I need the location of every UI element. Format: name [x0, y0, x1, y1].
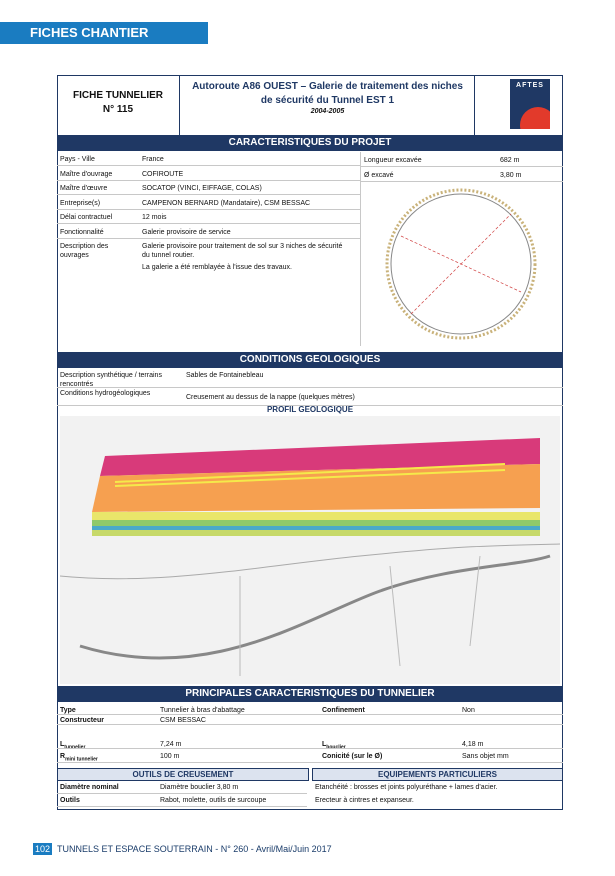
field-label: Pays - Ville: [60, 156, 95, 163]
field-value: France: [142, 156, 164, 163]
years: 2004-2005: [310, 108, 345, 115]
section-banner: FICHES CHANTIER: [0, 22, 208, 44]
row-rule: [57, 793, 307, 794]
field-value: Diamètre bouclier 3,80 m: [160, 784, 239, 791]
field-value: 4,18 m: [462, 741, 484, 748]
field-label: Conicité (sur le Ø): [322, 753, 383, 760]
sheet-type: FICHE TUNNELIER: [73, 90, 163, 101]
tunnel-line: [114, 463, 506, 483]
field-value: Rabot, molette, outils de surcoupe: [160, 797, 267, 804]
geological-profile: [60, 416, 560, 684]
tunnel-line: [114, 469, 506, 487]
sub-heading: EQUIPEMENTS PARTICULIERS: [312, 768, 563, 781]
row-rule: [361, 181, 563, 182]
row-rule: [57, 208, 360, 210]
field-value: COFIROUTE: [142, 170, 184, 178]
subscript: mini tunnelier: [65, 756, 98, 763]
field-label: Fonctionnalité: [60, 228, 104, 236]
row-rule: [57, 179, 360, 181]
section-heading: CONDITIONS GEOLOGIQUES: [57, 352, 563, 368]
logo: AFTES: [510, 79, 550, 129]
page-number: 102: [33, 843, 53, 855]
row-rule: [57, 762, 563, 763]
section-heading: CARACTERISTIQUES DU PROJET: [57, 135, 563, 151]
sheet-title: Autoroute A86 OUEST – Galerie de traitem…: [192, 81, 463, 106]
field-value: Sans objet mm: [462, 753, 509, 760]
field-label: Ltunnelier: [60, 741, 86, 751]
diameter: [400, 235, 522, 293]
field-label: Ø excavé: [364, 172, 394, 179]
logo-disc: [520, 107, 550, 129]
desc-line: Galerie provisoire pour traitement de so…: [142, 243, 343, 259]
profile-heading: PROFIL GEOLOGIQUE: [266, 405, 354, 414]
field-label: Rmini tunnelier: [60, 753, 98, 763]
contour: [60, 543, 560, 580]
layer: [92, 530, 540, 536]
field-label: Description synthétique / terrains renco…: [60, 372, 162, 388]
subscript: tunnelier: [64, 744, 86, 751]
field-value: 12 mois: [142, 214, 167, 221]
field-value: 100 m: [160, 753, 180, 760]
field-value: CAMPENON BERNARD (Mandataire), CSM BESSA…: [142, 199, 311, 207]
field-label: Outils: [60, 797, 80, 804]
field-value: SOCATOP (VINCI, EIFFAGE, COLAS): [142, 185, 262, 192]
title-cell-left: FICHE TUNNELIER N° 115: [57, 75, 180, 135]
field-label: Délai contractuel: [60, 214, 113, 221]
field-value: CSM BESSAC: [160, 717, 206, 724]
field-value: Non: [462, 707, 475, 714]
row-rule: [361, 166, 563, 167]
equipment-line: Etanchéité : brosses et joints polyuréth…: [315, 784, 498, 791]
contour: [239, 555, 481, 676]
field-value: Galerie provisoire de service: [142, 228, 231, 236]
road: [79, 554, 551, 660]
lining: [385, 188, 537, 340]
section-heading: PRINCIPALES CARACTERISTIQUES DU TUNNELIE…: [57, 686, 563, 702]
row-rule: [57, 806, 307, 807]
row-rule: [57, 724, 563, 725]
layer: [92, 520, 540, 526]
field-value: Tunnelier à bras d'abattage: [160, 707, 245, 714]
sub-heading: OUTILS DE CREUSEMENT: [57, 768, 309, 781]
layer: [92, 512, 540, 520]
field-label: Diamètre nominal: [60, 784, 119, 791]
column-divider: [360, 152, 361, 346]
field-value: 682 m: [500, 157, 520, 164]
section-diagram: [385, 188, 537, 340]
field-label: Type: [60, 707, 76, 714]
field-value: 7,24 m: [160, 741, 182, 748]
field-label: Confinement: [322, 707, 365, 714]
field-value: 3,80 m: [500, 172, 522, 179]
row-rule: [57, 748, 563, 749]
layer: [92, 526, 540, 530]
subscript: bouclier: [326, 744, 346, 751]
field-label: Maître d'œuvre: [60, 185, 108, 192]
row-rule: [57, 165, 360, 166]
journal: TUNNELS ET ESPACE SOUTERRAIN - N° 260 - …: [57, 844, 332, 854]
desc-label: Description des ouvrages: [60, 243, 109, 259]
field-label: Conditions hydrogéologiques: [60, 390, 151, 397]
title-cell: Autoroute A86 OUEST – Galerie de traitem…: [185, 80, 470, 115]
field-label: Constructeur: [60, 717, 104, 724]
row-rule: [57, 714, 563, 715]
field-value: Creusement au dessus de la nappe (quelqu…: [186, 394, 355, 401]
row-rule: [57, 194, 360, 195]
field-label: Entreprise(s): [60, 199, 101, 207]
sheet-number: N° 115: [102, 104, 134, 115]
equipment-line: Erecteur à cintres et expanseur.: [315, 797, 414, 804]
logo-text: AFTES: [516, 82, 544, 89]
row-rule: [57, 237, 360, 239]
row-rule: [57, 405, 563, 406]
field-label: Longueur excavée: [364, 157, 422, 164]
field-label: Maître d'ouvrage: [60, 170, 113, 178]
field-label: Lbouclier: [322, 741, 346, 751]
logo-cell: [474, 75, 564, 135]
field-value: Sables de Fontainebleau: [186, 372, 264, 379]
inner-ring: [390, 193, 532, 335]
row-rule: [57, 387, 563, 388]
row-rule: [57, 223, 360, 224]
desc-line: La galerie a été remblayée à l'issue des…: [142, 264, 292, 271]
sheet-frame: [57, 75, 563, 810]
layer-sand: [92, 464, 540, 512]
